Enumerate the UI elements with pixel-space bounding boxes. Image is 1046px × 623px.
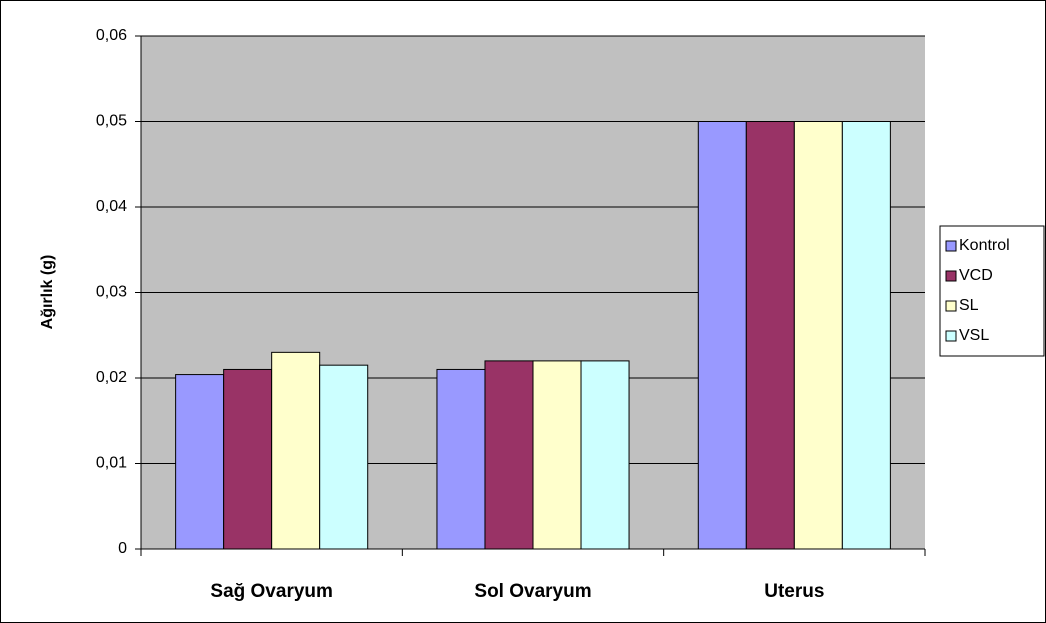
y-tick-label: 0,03 bbox=[96, 284, 127, 301]
bar bbox=[319, 364, 369, 550]
y-tick-label: 0 bbox=[118, 540, 127, 557]
y-axis-title: Ağırlık (g) bbox=[39, 255, 56, 330]
bar bbox=[697, 121, 747, 550]
legend-swatch bbox=[945, 330, 957, 342]
bar bbox=[175, 374, 225, 550]
bar bbox=[793, 121, 843, 550]
legend-label: VCD bbox=[959, 267, 993, 284]
x-tick-label: Sol Ovaryum bbox=[474, 581, 591, 602]
y-tick-label: 0,05 bbox=[96, 113, 127, 130]
x-tick-label: Uterus bbox=[764, 581, 824, 602]
legend-label: VSL bbox=[959, 327, 989, 344]
y-tick-label: 0,02 bbox=[96, 369, 127, 386]
y-tick-label: 0,04 bbox=[96, 198, 127, 215]
legend-box bbox=[939, 225, 1045, 357]
legend-swatch bbox=[945, 300, 957, 312]
y-tick-label: 0,06 bbox=[96, 27, 127, 44]
bar bbox=[532, 360, 582, 550]
bar bbox=[580, 360, 630, 550]
bar bbox=[436, 368, 486, 550]
legend-label: Kontrol bbox=[959, 237, 1010, 254]
x-tick-label: Sağ Ovaryum bbox=[210, 581, 333, 602]
legend-label: SL bbox=[959, 297, 979, 314]
legend-swatch bbox=[945, 240, 957, 252]
bar bbox=[745, 121, 795, 550]
bar bbox=[271, 351, 321, 550]
bar bbox=[841, 121, 891, 550]
bar bbox=[484, 360, 534, 550]
legend-swatch bbox=[945, 270, 957, 282]
bar bbox=[223, 368, 273, 550]
y-tick-label: 0,01 bbox=[96, 455, 127, 472]
